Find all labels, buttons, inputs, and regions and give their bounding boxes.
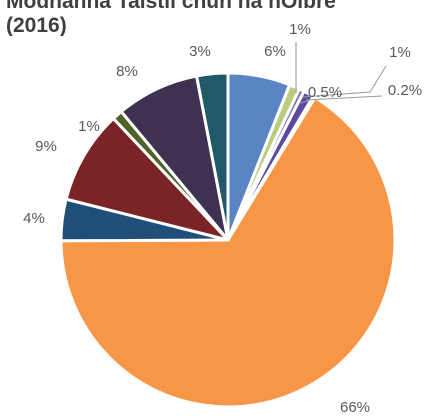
- slice-label-9: 8%: [116, 63, 138, 80]
- leader-line-3: [302, 65, 387, 98]
- leader-line-4: [305, 95, 383, 101]
- slice-label-6: 4%: [23, 210, 45, 227]
- pie-slice-7: [64, 117, 230, 242]
- leader-line-2: [299, 100, 309, 104]
- chart-title-line-2: (2016): [6, 15, 67, 36]
- slice-label-10: 3%: [189, 43, 211, 60]
- slice-label-3: 1%: [389, 44, 411, 61]
- slice-label-8: 1%: [78, 118, 100, 135]
- pie-slice-5: [59, 95, 397, 409]
- slice-label-2: 0.5%: [308, 84, 342, 101]
- slice-label-5: 66%: [340, 399, 370, 416]
- slice-label-7: 9%: [35, 138, 57, 155]
- leader-lines: [295, 42, 387, 104]
- slice-label-4: 0.2%: [388, 82, 422, 99]
- chart-title-line-1: Modhanna Taistil chun na nOibre: [6, 0, 336, 12]
- slice-labels: 6%1%0.5%1%0.2%66%4%9%1%8%3%: [23, 21, 422, 416]
- slice-label-1: 1%: [289, 21, 311, 38]
- slice-label-0: 6%: [264, 43, 286, 60]
- pie-slice-10: [195, 71, 230, 242]
- pie-slices: [59, 71, 397, 409]
